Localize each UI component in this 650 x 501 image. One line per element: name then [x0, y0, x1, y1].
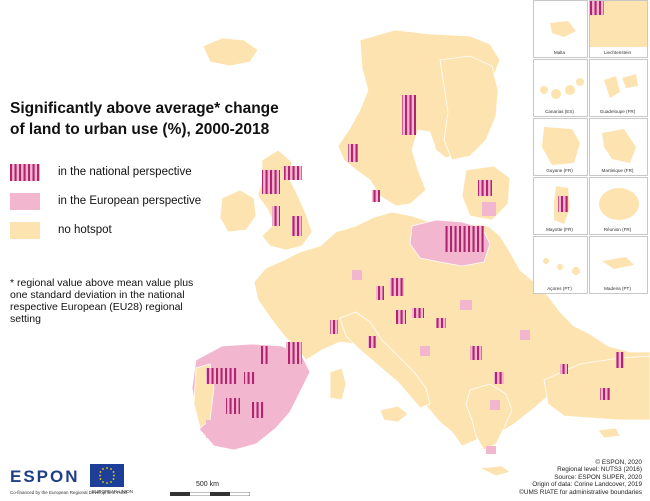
- legend-label-no-hotspot: no hotspot: [58, 224, 112, 236]
- inset-malta-label: Malta: [553, 50, 566, 55]
- inset-reunion: Réunion (FR): [589, 177, 648, 235]
- inset-madeira-shape: [602, 257, 634, 269]
- inset-mayotte-label: Mayotte (FR): [546, 227, 573, 232]
- inset-canarias-label: Canarias (ES): [545, 109, 574, 114]
- inset-guadeloupe-shape: [604, 74, 638, 98]
- legend-label-national: in the national perspective: [58, 166, 192, 178]
- inset-guyane: Guyane (FR): [533, 118, 588, 176]
- footnote-line-2: one standard deviation in the national: [10, 289, 185, 301]
- inset-guadeloupe: Guadeloupe (FR): [589, 59, 648, 117]
- turkey: [543, 355, 650, 421]
- legend-swatch-national: [10, 163, 40, 181]
- sardinia: [329, 367, 347, 401]
- inset-madeira-label: Madeira (PT): [604, 286, 631, 291]
- inset-canarias-shape: [540, 78, 584, 99]
- inset-martinique-label: Martinique (FR): [601, 168, 634, 173]
- inset-maps-panel: Malta Liechtenstein Canarias (ES) Guadel…: [531, 0, 650, 298]
- ireland: [219, 189, 257, 233]
- inset-martinique-shape: [602, 129, 636, 163]
- legend-item-european: in the European perspective: [10, 192, 201, 210]
- scale-bar: [170, 492, 250, 496]
- greece: [465, 383, 513, 451]
- credits-line-4: Origin of data: Corine Landcover, 2019: [532, 481, 642, 489]
- sicily: [379, 405, 409, 423]
- eu-flag-icon: [90, 464, 124, 487]
- cofinanced-text: Co-financed by the European Regional Dev…: [10, 490, 127, 495]
- map-title: Significantly above average* change of l…: [10, 98, 330, 140]
- cyprus: [597, 427, 621, 439]
- footnote-line-3: respective European (EU28) regional: [10, 301, 183, 313]
- inset-liechtenstein: Liechtenstein: [589, 0, 648, 58]
- inset-guyane-label: Guyane (FR): [546, 168, 573, 173]
- credits: © ESPON, 2020 Regional level: NUTS3 (201…: [519, 459, 642, 496]
- inset-madeira: Madeira (PT): [589, 236, 648, 294]
- credits-line-5: ©UMS RIATE for administrative boundaries: [519, 488, 642, 496]
- credits-line-2: Regional level: NUTS3 (2016): [557, 466, 642, 474]
- footnote-line-1: * regional value above mean value plus: [10, 277, 194, 289]
- scale-bar-label: 500 km: [196, 481, 219, 488]
- finland: [439, 55, 499, 161]
- map-title-line-1: Significantly above average* change: [10, 100, 279, 117]
- iceland: [202, 37, 259, 67]
- inset-reunion-shape: [599, 188, 639, 220]
- inset-acores-label: Açores (PT): [547, 286, 572, 291]
- national-hotspots: [206, 95, 624, 418]
- inset-acores-shape: [543, 258, 580, 275]
- espon-logo: ESPON: [10, 467, 80, 487]
- inset-malta-shape: [550, 21, 576, 37]
- legend-item-no-hotspot: no hotspot: [10, 221, 112, 239]
- legend-swatch-no-hotspot: [10, 221, 40, 239]
- inset-canarias: Canarias (ES): [533, 59, 588, 117]
- inset-martinique: Martinique (FR): [589, 118, 648, 176]
- inset-liechtenstein-shape: [590, 1, 647, 47]
- crete: [478, 465, 511, 477]
- footnote-line-4: setting: [10, 313, 41, 325]
- credits-line-3: Source: ESPON SUPER, 2020: [554, 473, 642, 481]
- inset-malta: Malta: [533, 0, 588, 58]
- legend-item-national: in the national perspective: [10, 163, 192, 181]
- legend-label-european: in the European perspective: [58, 195, 202, 207]
- inset-mayotte-shape: [554, 186, 570, 224]
- espon-logo-text: ESPON: [10, 467, 80, 486]
- inset-liechtenstein-label: Liechtenstein: [603, 50, 632, 55]
- inset-mayotte: Mayotte (FR): [533, 177, 588, 235]
- legend-swatch-european: [10, 192, 40, 210]
- credits-line-1: © ESPON, 2020: [595, 459, 642, 466]
- inset-guyane-shape: [542, 127, 580, 165]
- european-hotspots: [206, 202, 530, 454]
- inset-guadeloupe-label: Guadeloupe (FR): [599, 109, 636, 114]
- eu-label: EUROPEAN UNION: [92, 489, 134, 494]
- map-title-line-2: of land to urban use (%), 2000-2018: [10, 121, 270, 138]
- footnote: * regional value above mean value plus o…: [10, 277, 255, 325]
- italy: [339, 311, 431, 409]
- inset-acores: Açores (PT): [533, 236, 588, 294]
- inset-reunion-label: Réunion (FR): [603, 227, 632, 232]
- great-britain: [257, 149, 313, 251]
